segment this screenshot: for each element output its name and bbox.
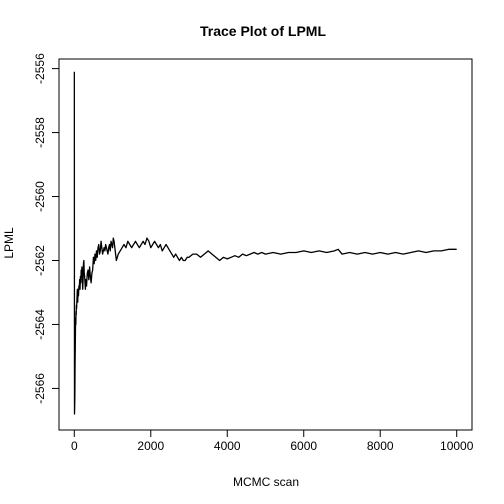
y-tick-label: -2562 [33, 245, 47, 276]
chart-title: Trace Plot of LPML [200, 23, 326, 39]
x-tick-label: 6000 [290, 439, 317, 453]
y-tick-label: -2566 [33, 373, 47, 404]
lpml-trace-line [73, 71, 457, 415]
y-tick-label: -2558 [33, 117, 47, 148]
y-tick-label: -2564 [33, 309, 47, 340]
x-axis-label: MCMC scan [233, 475, 299, 489]
x-axis: 0 2000 4000 6000 8000 10000 [71, 429, 474, 453]
y-tick-label: -2560 [33, 181, 47, 212]
x-tick-label: 0 [71, 439, 78, 453]
y-axis: -2566 -2564 -2562 -2560 -2558 -2556 [33, 53, 60, 404]
y-axis-label: LPML [2, 227, 16, 259]
x-tick-label: 10000 [440, 439, 474, 453]
x-tick-label: 2000 [137, 439, 164, 453]
x-tick-label: 4000 [214, 439, 241, 453]
x-tick-label: 8000 [367, 439, 394, 453]
y-tick-label: -2556 [33, 53, 47, 84]
plot-frame [58, 58, 473, 431]
